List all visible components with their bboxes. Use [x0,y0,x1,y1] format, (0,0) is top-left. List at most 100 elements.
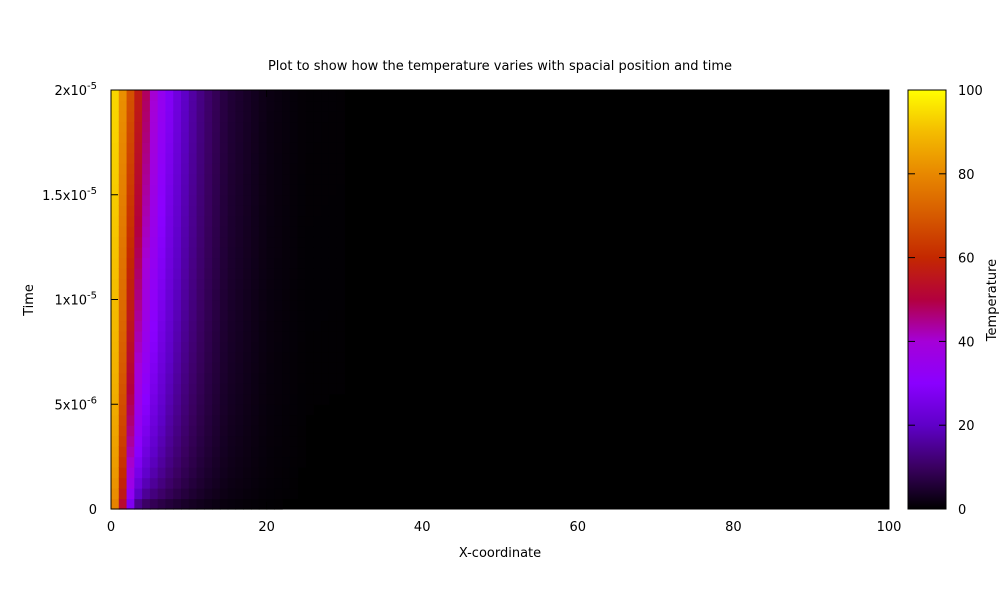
heatmap-cell [235,121,244,133]
heatmap-cell [149,425,159,437]
heatmap-cell [196,205,205,217]
heatmap-cell [243,110,252,123]
heatmap-cell [258,173,268,185]
heatmap-cell [126,435,135,447]
heatmap-cell [111,257,120,269]
heatmap-cell [157,404,167,416]
heatmap-cell [149,320,159,332]
heatmap-cell [274,152,283,164]
heatmap-cell [126,404,135,416]
heatmap-cell [251,488,260,500]
heatmap-cell [251,498,260,510]
heatmap-cell [313,362,322,374]
heatmap-cell [212,446,221,458]
heatmap-cell [243,194,252,206]
heatmap-cell [219,404,229,416]
heatmap-cell [149,173,159,185]
heatmap-cell [235,278,244,290]
heatmap-cell [336,152,345,164]
heatmap-cell [258,100,268,112]
heatmap-cell [305,362,314,374]
heatmap-cell [118,163,128,175]
heatmap-cell [165,247,174,259]
heatmap-cell [118,435,128,447]
heatmap-cell [289,425,299,437]
heatmap-cell [188,383,198,395]
heatmap-cell [336,110,345,123]
heatmap-cell [196,446,205,458]
heatmap-cell [212,278,221,290]
heatmap-cell [266,184,275,196]
heatmap-cell [111,467,120,479]
heatmap-cell [142,278,151,290]
heatmap-cell [219,184,229,196]
heatmap-cell [274,215,283,227]
heatmap-cell [274,404,283,416]
heatmap-cell [204,393,213,405]
heatmap-cell [251,393,260,405]
heatmap-cell [118,446,128,458]
heatmap-cell [142,90,151,102]
heatmap-cell [196,498,205,510]
heatmap-cell [219,142,229,154]
heatmap-cell [165,152,174,164]
x-tick-label: 40 [414,520,431,535]
heatmap-cell [258,341,268,353]
heatmap-cell [134,226,143,238]
heatmap-cell [126,278,135,290]
heatmap-cell [111,488,120,500]
heatmap-cell [173,488,182,500]
heatmap-cell [188,152,198,164]
heatmap-cell [289,268,299,280]
heatmap-cell [251,372,260,384]
colorbar-tick-label: 60 [958,252,975,267]
heatmap-cell [328,184,338,196]
heatmap-cell [266,194,275,206]
heatmap-cell [235,498,244,510]
heatmap-cell [181,383,190,395]
heatmap-cell [181,351,190,363]
heatmap-cell [289,278,299,290]
heatmap-cell [321,320,330,332]
heatmap-cell [289,142,299,154]
heatmap-cell [149,131,159,143]
heatmap-cell [134,425,143,437]
heatmap-cell [305,268,314,280]
heatmap-cell [282,393,291,405]
heatmap-cell [289,477,299,489]
heatmap-cell [243,414,252,426]
heatmap-cell [336,236,345,248]
heatmap-cell [181,299,190,311]
heatmap-cell [111,351,120,363]
heatmap-cell [126,393,135,405]
heatmap-cell [219,383,229,395]
heatmap-cell [321,90,330,102]
heatmap-cell [274,362,283,374]
heatmap-cell [157,341,167,353]
heatmap-cell [173,498,182,510]
heatmap-cell [227,90,237,102]
heatmap-cell [181,446,190,458]
heatmap-cell [196,309,205,322]
heatmap-cell [274,435,283,447]
heatmap-cell [235,362,244,374]
heatmap-cell [235,330,244,342]
heatmap-cell [251,456,260,468]
heatmap-cell [336,320,345,332]
heatmap-cell [111,142,120,154]
heatmap-cell [157,268,167,280]
heatmap-cell [305,404,314,416]
heatmap-cell [118,309,128,322]
heatmap-cell [219,309,229,322]
heatmap-cell [111,498,120,510]
heatmap-cell [235,477,244,489]
heatmap-cell [134,330,143,342]
heatmap-cell [173,173,182,185]
heatmap-cell [227,194,237,206]
heatmap-cell [118,393,128,405]
heatmap-cell [173,163,182,175]
heatmap-cell [258,425,268,437]
heatmap-cell [258,121,268,133]
heatmap-cell [282,278,291,290]
heatmap-cell [243,268,252,280]
